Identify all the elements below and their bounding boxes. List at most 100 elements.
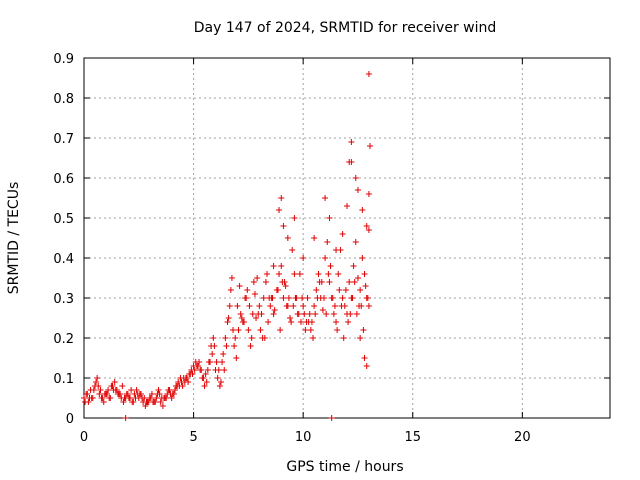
data-point	[262, 279, 269, 285]
data-point	[276, 271, 283, 277]
data-point	[281, 279, 288, 285]
data-point	[270, 311, 277, 317]
data-point	[361, 271, 368, 277]
data-point	[154, 391, 161, 397]
data-point	[283, 303, 290, 309]
data-points	[81, 71, 374, 421]
data-point	[108, 383, 115, 389]
data-point	[132, 395, 139, 401]
data-point	[123, 391, 130, 397]
data-point	[239, 319, 246, 325]
data-point	[94, 375, 101, 381]
data-point	[122, 415, 129, 421]
data-point	[207, 359, 214, 365]
data-point	[326, 215, 333, 221]
data-point	[327, 263, 334, 269]
data-point	[363, 363, 370, 369]
data-point	[114, 391, 121, 397]
data-point	[246, 303, 253, 309]
data-point	[322, 255, 329, 261]
data-point	[291, 271, 298, 277]
data-point	[180, 375, 187, 381]
data-point	[99, 395, 106, 401]
data-point	[300, 255, 307, 261]
data-point	[119, 383, 126, 389]
data-point	[364, 295, 371, 301]
data-point	[348, 159, 355, 165]
data-point	[278, 263, 285, 269]
data-point	[236, 283, 243, 289]
data-point	[319, 307, 326, 313]
data-point	[224, 319, 231, 325]
data-point	[141, 395, 148, 401]
data-point	[216, 383, 223, 389]
x-tick-label: 20	[514, 430, 531, 445]
data-point	[335, 271, 342, 277]
data-point	[157, 399, 164, 405]
data-point	[290, 303, 297, 309]
data-point	[178, 379, 185, 385]
data-point	[323, 311, 330, 317]
data-point	[193, 363, 200, 369]
data-point	[196, 359, 203, 365]
data-point	[148, 391, 155, 397]
data-point	[201, 383, 208, 389]
data-point	[142, 403, 149, 409]
data-point	[362, 283, 369, 289]
data-point	[346, 279, 353, 285]
data-point	[333, 247, 340, 253]
data-point	[255, 311, 262, 317]
data-point	[128, 387, 135, 393]
data-point	[285, 295, 292, 301]
x-axis-label: GPS time / hours	[286, 459, 403, 475]
data-point	[267, 303, 274, 309]
data-point	[260, 295, 267, 301]
data-point	[235, 327, 242, 333]
data-point	[259, 335, 266, 341]
x-tick-label: 10	[295, 430, 312, 445]
data-point	[287, 315, 294, 321]
data-point	[264, 271, 271, 277]
data-point	[155, 387, 162, 393]
data-point	[90, 387, 97, 393]
data-point	[289, 247, 296, 253]
data-point	[354, 187, 361, 193]
data-point	[211, 343, 218, 349]
data-point	[354, 275, 361, 281]
data-point	[365, 303, 372, 309]
data-point	[291, 215, 298, 221]
data-point	[253, 315, 260, 321]
data-point	[282, 283, 289, 289]
data-point	[342, 287, 349, 293]
data-point	[280, 223, 287, 229]
data-point	[200, 375, 207, 381]
data-point	[210, 335, 217, 341]
data-point	[339, 231, 346, 237]
data-point	[125, 395, 132, 401]
grid-lines	[84, 58, 610, 418]
data-point	[330, 311, 337, 317]
data-point	[361, 355, 368, 361]
data-point	[167, 391, 174, 397]
data-point	[294, 311, 301, 317]
data-point	[288, 319, 295, 325]
data-point	[338, 303, 345, 309]
data-point	[88, 395, 95, 401]
data-point	[322, 195, 329, 201]
data-point	[347, 311, 354, 317]
data-point	[326, 279, 333, 285]
data-point	[204, 367, 211, 373]
y-tick-label: 0.1	[53, 372, 74, 387]
y-axis-label: SRMTID / TECUs	[6, 182, 22, 295]
data-point	[344, 203, 350, 209]
data-point	[345, 319, 352, 325]
axis-ticks	[83, 57, 610, 419]
data-point	[185, 379, 192, 385]
y-tick-label: 0.8	[53, 92, 74, 107]
data-point	[93, 379, 100, 385]
data-point	[331, 303, 338, 309]
data-point	[110, 387, 117, 393]
data-point	[150, 399, 157, 405]
y-tick-label: 0	[66, 412, 74, 427]
